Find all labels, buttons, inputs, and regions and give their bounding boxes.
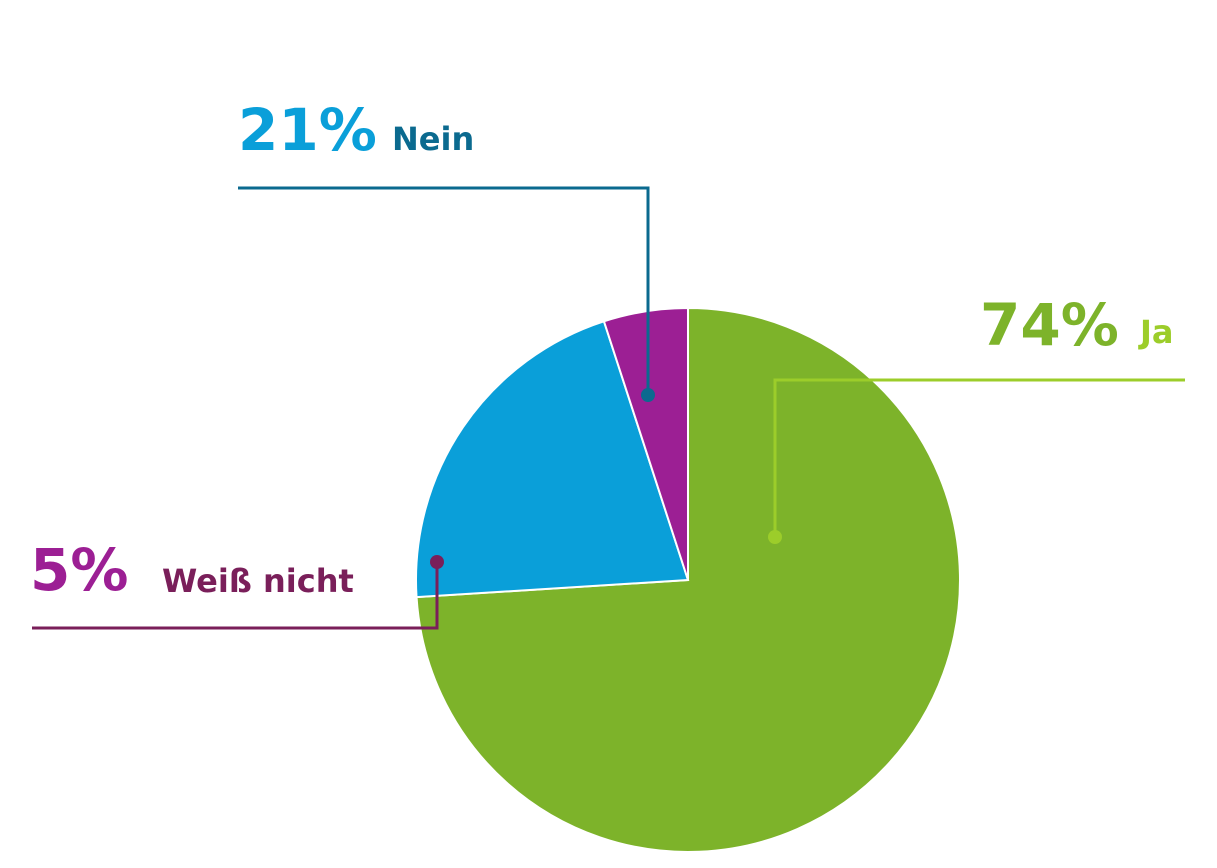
pie-slice [415,320,690,599]
value-label: 5% [30,536,128,604]
category-label: Ja [1138,313,1174,351]
leader-dot [768,530,782,544]
value-label: 21% [238,96,377,164]
leader-line [238,186,650,395]
leader-line [32,562,439,630]
pie-slice [602,306,689,581]
leader-dot [430,555,444,569]
category-label: Nein [392,120,474,158]
leader-dot [641,388,655,402]
leader-line [773,378,1185,537]
category-label: Weiß nicht [162,562,354,600]
value-label: 74% [980,291,1119,359]
